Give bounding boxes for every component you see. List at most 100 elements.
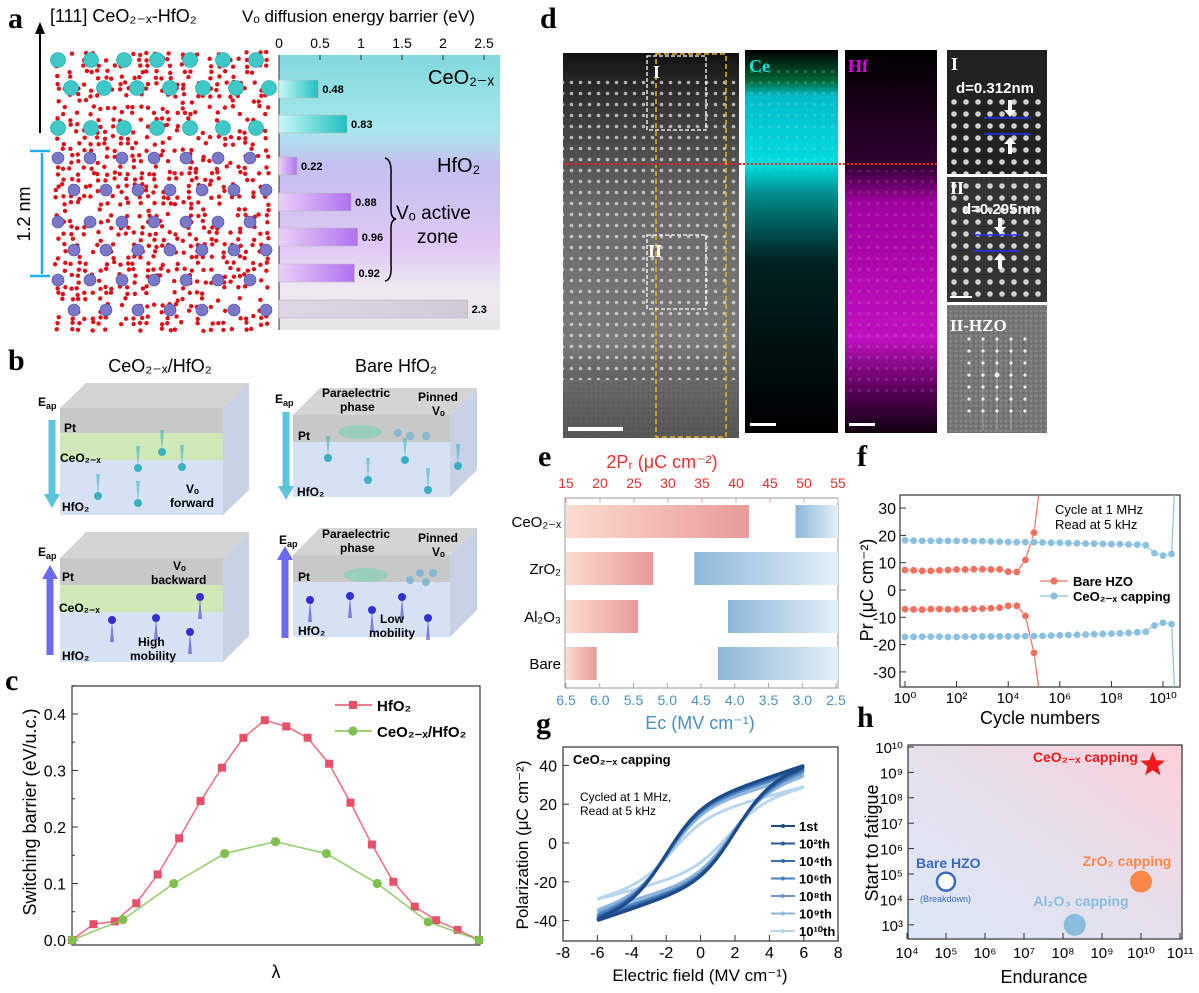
oxygen-atom [246, 268, 250, 272]
oxygen-atom [82, 232, 86, 236]
oxygen-atom [189, 148, 193, 152]
oxygen-atom [69, 232, 73, 236]
x-tick-label: 4 [765, 945, 774, 962]
oxygen-atom [182, 92, 186, 96]
category-label: CeO₂₋ₓ [511, 514, 561, 531]
oxygen-atom [126, 172, 130, 176]
oxygen-atom [152, 172, 156, 176]
oxygen-atom [201, 219, 205, 223]
category-label: Al₂O₃ [524, 609, 561, 626]
oxygen-atom [140, 316, 144, 320]
x-tick-label: 10¹⁰ [1127, 945, 1155, 962]
data-point [970, 566, 977, 573]
oxygen-atom [70, 321, 74, 325]
oxygen-atom [251, 314, 255, 318]
oxygen-atom [238, 316, 242, 320]
vo-icon [364, 476, 372, 484]
oxygen-atom [172, 290, 176, 294]
scale-bar [950, 296, 972, 298]
oxygen-atom [113, 170, 117, 174]
oxygen-atom [252, 238, 256, 242]
oxygen-atom [75, 111, 79, 115]
oxygen-atom [139, 176, 143, 180]
data-point-square [368, 841, 376, 849]
hf-atom [100, 184, 112, 196]
top-tick-label: 25 [626, 475, 642, 491]
oxygen-atom [62, 202, 66, 206]
oxygen-atom [217, 74, 221, 78]
oxygen-atom [154, 76, 158, 80]
oxygen-atom [183, 111, 187, 115]
oxygen-atom [112, 260, 116, 264]
oxygen-atom [61, 231, 65, 235]
pt-label: Pt [64, 421, 76, 435]
oxygen-atom [70, 51, 74, 55]
oxygen-atom [96, 230, 100, 234]
oxygen-atom [238, 129, 242, 133]
oxygen-atom [89, 166, 93, 170]
oxygen-atom [99, 220, 103, 224]
data-point-square [175, 834, 183, 842]
oxygen-atom [236, 237, 240, 241]
oxygen-atom [237, 207, 241, 211]
vo-forward-label-2: forward [170, 496, 214, 510]
pinned-vo-icon [394, 429, 402, 437]
x-tick-label: 8 [834, 945, 843, 962]
oxygen-atom [181, 106, 185, 110]
oxygen-atom [160, 322, 164, 326]
oxygen-atom [210, 255, 214, 259]
oxygen-atom [138, 321, 142, 325]
pr-bar [566, 647, 597, 680]
oxygen-atom [264, 268, 268, 272]
oxygen-atom [245, 117, 249, 121]
oxygen-atom [98, 287, 102, 291]
oxygen-atom [166, 196, 170, 200]
hf-atom [68, 184, 80, 196]
data-point [919, 633, 926, 640]
oxygen-atom [89, 89, 93, 93]
oxygen-atom [208, 135, 212, 139]
oxygen-atom [96, 178, 100, 182]
barrier-bar [279, 157, 297, 175]
barrier-bar [279, 115, 347, 133]
active-zone-label-line2: zone [417, 227, 458, 248]
data-point [1056, 632, 1063, 639]
data-point [944, 633, 951, 640]
legend-label: 1st [799, 819, 818, 834]
pinned-vo-icon [429, 569, 437, 577]
oxygen-atom [105, 155, 109, 159]
data-point-circle [220, 849, 229, 858]
oxygen-atom [249, 327, 253, 331]
oxygen-atom [190, 100, 194, 104]
oxygen-atom [252, 99, 256, 103]
oxygen-atom [175, 195, 179, 199]
oxygen-atom [196, 261, 200, 265]
oxygen-atom [251, 195, 255, 199]
panel-label-h: h [857, 701, 874, 734]
oxygen-atom [179, 320, 183, 324]
y-tick-label: 20 [539, 797, 557, 814]
hf-atom [52, 152, 64, 164]
vo-icon [324, 454, 332, 462]
legend-marker [348, 726, 357, 735]
oxygen-atom [166, 212, 170, 216]
oxygen-atom [201, 158, 205, 162]
oxygen-atom [207, 57, 211, 61]
data-point [1082, 631, 1089, 638]
bottom-tick-label: 6.0 [590, 692, 610, 708]
oxygen-atom [207, 230, 211, 234]
hf-atom [84, 216, 96, 228]
panel-g: 40200-20-40-8 -6 -4 -2 0 2 4 6 81st10²th10⁴th10⁶… [513, 747, 843, 985]
oxygen-atom [131, 267, 135, 271]
oxygen-atom [221, 250, 225, 254]
oxygen-atom [167, 176, 171, 180]
data-point [970, 538, 977, 545]
oxygen-atom [104, 58, 108, 62]
y-axis-label: Pr (μC cm⁻²) [857, 539, 877, 642]
hf-atom [180, 274, 192, 286]
y-tick-label: 0.0 [44, 933, 66, 950]
data-point [944, 566, 951, 573]
fft-spot [967, 385, 970, 388]
oxygen-atom [210, 171, 214, 175]
data-point [927, 633, 934, 640]
